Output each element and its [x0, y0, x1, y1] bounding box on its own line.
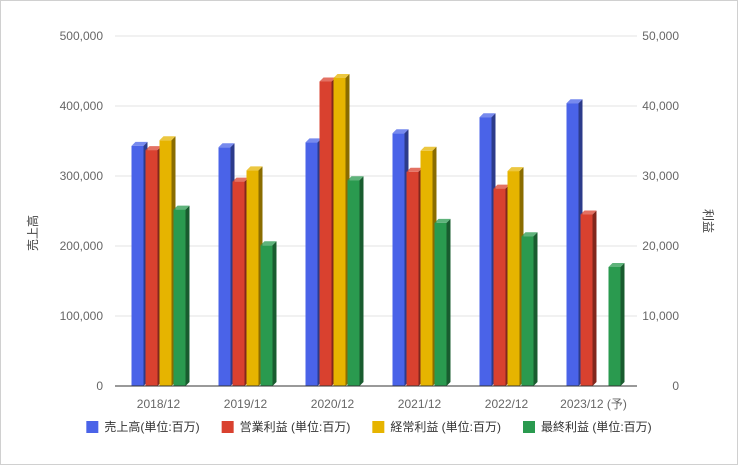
right-axis-tick-label: 40,000	[642, 99, 679, 113]
gridlines	[115, 35, 637, 317]
left-axis-tick-label: 0	[96, 379, 103, 393]
legend-swatch	[372, 421, 385, 433]
right-axis-tick-label: 0	[672, 379, 679, 393]
category-tick-label: 2019/12	[224, 397, 268, 411]
bar	[434, 218, 451, 386]
legend-swatch	[86, 421, 99, 433]
legend-swatch	[523, 421, 535, 433]
bar	[580, 210, 597, 386]
bar	[159, 136, 176, 386]
left-axis-tick-label: 300,000	[60, 169, 104, 183]
legend-label: 経常利益 (単位:百万)	[390, 419, 501, 434]
axes: 0 0 100,000 10,000 200,000 20,000 300,000 30,00…	[60, 29, 680, 411]
bar	[131, 141, 148, 386]
bar	[145, 146, 162, 386]
category-tick-label: 2018/12	[137, 397, 181, 411]
category-tick-label: 2023/12 (予)	[560, 397, 627, 411]
bar	[232, 177, 249, 386]
right-axis-tick-label: 30,000	[642, 169, 679, 183]
bar	[319, 77, 336, 386]
bar	[521, 232, 538, 386]
bar	[420, 146, 437, 386]
legend-label: 売上高(単位:百万)	[104, 419, 199, 434]
bar	[479, 113, 496, 386]
right-axis-tick-label: 50,000	[642, 29, 679, 43]
legend-item[interactable]: 営業利益 (単位:百万)	[221, 419, 351, 434]
bar	[392, 129, 409, 387]
bars	[131, 74, 625, 387]
left-axis-tick-label: 500,000	[60, 29, 104, 43]
left-axis-tick-label: 200,000	[60, 239, 104, 253]
left-axis-tick-label: 100,000	[60, 309, 104, 323]
bar	[507, 167, 524, 386]
category-tick-label: 2021/12	[398, 397, 442, 411]
bar	[305, 138, 322, 386]
bar	[173, 205, 190, 386]
legend-item[interactable]: 売上高(単位:百万)	[86, 419, 200, 434]
bar	[260, 241, 277, 386]
bar	[347, 176, 364, 386]
bar	[246, 166, 263, 386]
legend-item[interactable]: 最終利益 (単位:百万)	[523, 419, 652, 434]
legend-item[interactable]: 経常利益 (単位:百万)	[372, 419, 501, 434]
category-tick-label: 2022/12	[485, 397, 529, 411]
bar	[406, 167, 423, 386]
legend-label: 営業利益 (単位:百万)	[240, 419, 351, 434]
bar	[608, 263, 625, 386]
legend-swatch	[221, 421, 234, 433]
legend-label: 最終利益 (単位:百万)	[541, 419, 652, 434]
bar	[566, 99, 583, 386]
right-axis-tick-label: 20,000	[642, 239, 679, 253]
category-tick-label: 2020/12	[311, 397, 355, 411]
right-axis-title: 利益	[701, 209, 715, 233]
left-axis-title: 売上高	[25, 215, 40, 251]
right-axis-tick-label: 10,000	[642, 309, 679, 323]
bar	[218, 143, 235, 386]
bar	[333, 74, 350, 386]
legend: 売上高(単位:百万) 営業利益 (単位:百万) 経常利益 (単位:百万) 最終利益 (…	[86, 419, 652, 434]
bar	[493, 184, 510, 386]
left-axis-tick-label: 400,000	[60, 99, 104, 113]
